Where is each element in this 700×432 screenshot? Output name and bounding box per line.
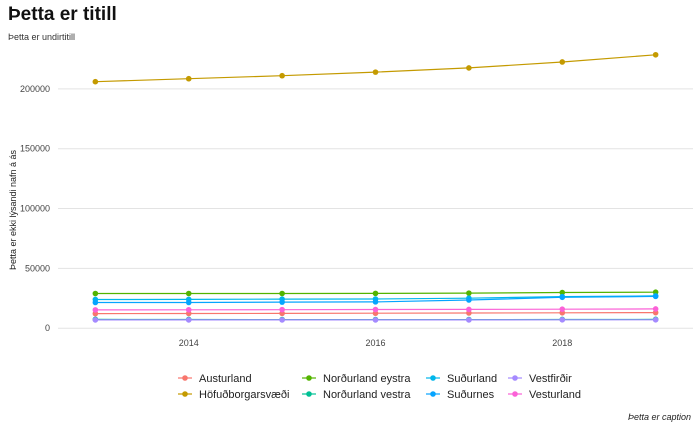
data-point <box>92 78 99 85</box>
legend-item: Norðurland eystra <box>302 373 411 385</box>
legend-label: Suðurland <box>447 373 497 385</box>
x-tick-label: 2014 <box>179 338 199 348</box>
data-point <box>559 59 566 65</box>
legend-key-point <box>182 391 188 397</box>
data-point <box>372 290 379 297</box>
legend-key-point <box>512 391 518 397</box>
legend-label: Suðurnes <box>447 389 495 401</box>
data-point <box>652 51 659 58</box>
axis-group: 0 50000 100000 150000 200000 2014 2016 2018 <box>20 84 572 348</box>
legend-key-point <box>306 391 312 397</box>
legend-item: Norðurland vestra <box>302 389 411 401</box>
legend-label: Vestfirðir <box>529 373 572 385</box>
legend-key-point <box>512 375 518 381</box>
legend-item: Vestfirðir <box>508 373 572 385</box>
data-point <box>185 75 192 82</box>
legend-label: Höfuðborgarsvæði <box>199 389 290 401</box>
data-point <box>559 289 566 296</box>
data-point <box>652 317 659 323</box>
data-point <box>559 317 566 323</box>
data-point <box>466 317 472 323</box>
chart-subtitle: Þetta er undirtitill <box>8 32 76 42</box>
legend-key-point <box>306 375 312 381</box>
data-point <box>466 65 472 71</box>
y-tick-label: 200000 <box>20 84 50 94</box>
data-point <box>279 317 285 323</box>
legend-item: Vesturland <box>508 389 581 401</box>
chart-caption: Þetta er caption <box>627 412 691 422</box>
data-point <box>92 317 99 323</box>
legend-label: Norðurland eystra <box>323 373 411 385</box>
data-point <box>92 290 99 297</box>
data-point <box>559 306 566 312</box>
data-point <box>185 317 192 323</box>
legend-label: Vesturland <box>529 389 581 401</box>
data-point <box>466 306 472 313</box>
data-point <box>466 290 472 296</box>
legend-item: Höfuðborgarsvæði <box>178 389 290 401</box>
legend-label: Norðurland vestra <box>323 389 411 401</box>
data-point <box>185 306 192 313</box>
y-tick-label: 50000 <box>25 263 50 273</box>
x-tick-label: 2018 <box>552 338 572 348</box>
legend-key-point <box>182 375 188 381</box>
data-point <box>466 297 472 303</box>
data-point <box>372 69 379 75</box>
series-Vesturland <box>92 306 659 313</box>
y-tick-label: 150000 <box>20 144 50 154</box>
legend-label: Austurland <box>199 373 252 385</box>
series-line <box>95 54 656 83</box>
y-axis-title: Þetta er ekki lýsandi nafn á ás <box>8 149 18 270</box>
legend-item: Austurland <box>178 373 252 385</box>
data-point <box>559 294 566 301</box>
data-point <box>279 299 285 305</box>
series-Höfuðborgarsvæði <box>92 51 659 85</box>
legend-item: Suðurnes <box>426 389 495 401</box>
data-point <box>652 293 659 300</box>
chart-title: Þetta er titill <box>8 4 117 25</box>
data-point <box>652 306 659 312</box>
legend-key-point <box>430 391 436 397</box>
data-point <box>92 307 99 313</box>
data-point <box>279 72 285 79</box>
x-tick-label: 2016 <box>365 338 385 348</box>
data-point <box>185 290 192 297</box>
data-point <box>372 299 379 305</box>
legend-item: Suðurland <box>426 373 497 385</box>
data-point <box>279 306 285 313</box>
gridlines <box>58 88 693 329</box>
data-point <box>279 290 285 297</box>
data-point <box>185 299 192 306</box>
data-point <box>92 299 99 306</box>
legend-key-point <box>430 375 436 381</box>
data-point <box>372 306 379 313</box>
series-Norðurland eystra <box>92 289 659 297</box>
y-tick-label: 0 <box>45 323 50 333</box>
series-Suðurnes <box>92 293 659 306</box>
series-group <box>92 51 659 323</box>
y-tick-label: 100000 <box>20 204 50 214</box>
data-point <box>372 317 379 323</box>
series-Vestfirðir <box>92 317 659 323</box>
legend: Austurland Höfuðborgarsvæði Norðurland eys… <box>178 373 581 401</box>
